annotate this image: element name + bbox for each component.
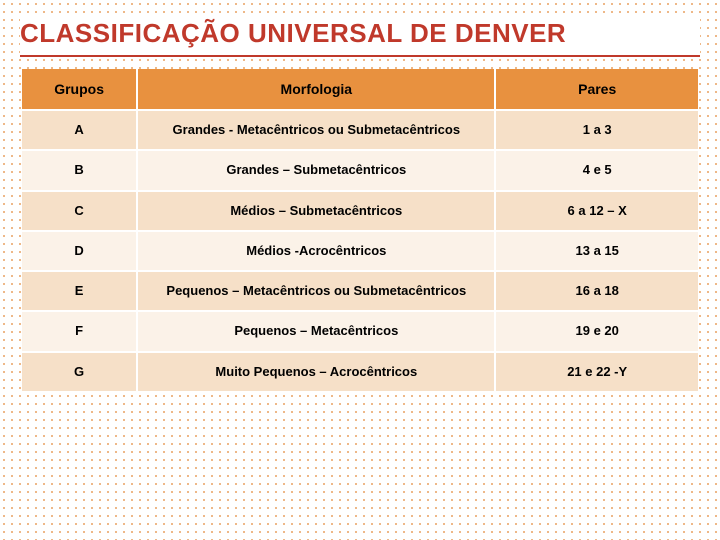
- col-header-grupos: Grupos: [22, 69, 136, 109]
- page-title: CLASSIFICAÇÃO UNIVERSAL DE DENVER: [20, 18, 700, 57]
- cell-group: E: [22, 272, 136, 310]
- table-row: C Médios – Submetacêntricos 6 a 12 – X: [22, 192, 698, 230]
- cell-morphology: Pequenos – Metacêntricos ou Submetacêntr…: [138, 272, 494, 310]
- cell-morphology: Pequenos – Metacêntricos: [138, 312, 494, 350]
- cell-morphology: Grandes – Submetacêntricos: [138, 151, 494, 189]
- table-row: D Médios -Acrocêntricos 13 a 15: [22, 232, 698, 270]
- cell-morphology: Médios -Acrocêntricos: [138, 232, 494, 270]
- cell-pairs: 19 e 20: [496, 312, 698, 350]
- col-header-pares: Pares: [496, 69, 698, 109]
- cell-group: C: [22, 192, 136, 230]
- cell-morphology: Muito Pequenos – Acrocêntricos: [138, 353, 494, 391]
- cell-group: A: [22, 111, 136, 149]
- table-row: B Grandes – Submetacêntricos 4 e 5: [22, 151, 698, 189]
- table-row: E Pequenos – Metacêntricos ou Submetacên…: [22, 272, 698, 310]
- table-row: A Grandes - Metacêntricos ou Submetacênt…: [22, 111, 698, 149]
- denver-table: Grupos Morfologia Pares A Grandes - Meta…: [20, 67, 700, 393]
- cell-pairs: 4 e 5: [496, 151, 698, 189]
- cell-pairs: 21 e 22 -Y: [496, 353, 698, 391]
- table-row: G Muito Pequenos – Acrocêntricos 21 e 22…: [22, 353, 698, 391]
- cell-group: B: [22, 151, 136, 189]
- cell-morphology: Grandes - Metacêntricos ou Submetacêntri…: [138, 111, 494, 149]
- cell-group: G: [22, 353, 136, 391]
- col-header-morfologia: Morfologia: [138, 69, 494, 109]
- cell-pairs: 16 a 18: [496, 272, 698, 310]
- table-row: F Pequenos – Metacêntricos 19 e 20: [22, 312, 698, 350]
- cell-pairs: 1 a 3: [496, 111, 698, 149]
- cell-pairs: 6 a 12 – X: [496, 192, 698, 230]
- cell-morphology: Médios – Submetacêntricos: [138, 192, 494, 230]
- cell-group: D: [22, 232, 136, 270]
- cell-pairs: 13 a 15: [496, 232, 698, 270]
- table-header-row: Grupos Morfologia Pares: [22, 69, 698, 109]
- cell-group: F: [22, 312, 136, 350]
